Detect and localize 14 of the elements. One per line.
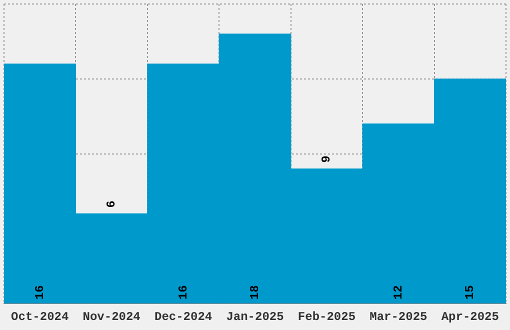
x-tick-label: Apr-2025: [441, 310, 499, 324]
data-label: 15: [463, 285, 478, 300]
x-tick-label: Feb-2025: [298, 310, 356, 324]
data-label: 9: [320, 156, 334, 163]
data-label: 16: [32, 285, 47, 300]
x-tick-label: Nov-2024: [82, 310, 140, 324]
x-tick-label: Mar-2025: [370, 310, 428, 324]
data-label: 12: [391, 285, 406, 300]
x-tick-label: Dec-2024: [154, 310, 212, 324]
x-tick-label: Oct-2024: [11, 310, 69, 324]
data-label: 6: [104, 200, 119, 208]
x-tick-label: Jan-2025: [226, 310, 284, 324]
data-label: 16: [176, 285, 190, 300]
data-label: 18: [248, 285, 262, 300]
